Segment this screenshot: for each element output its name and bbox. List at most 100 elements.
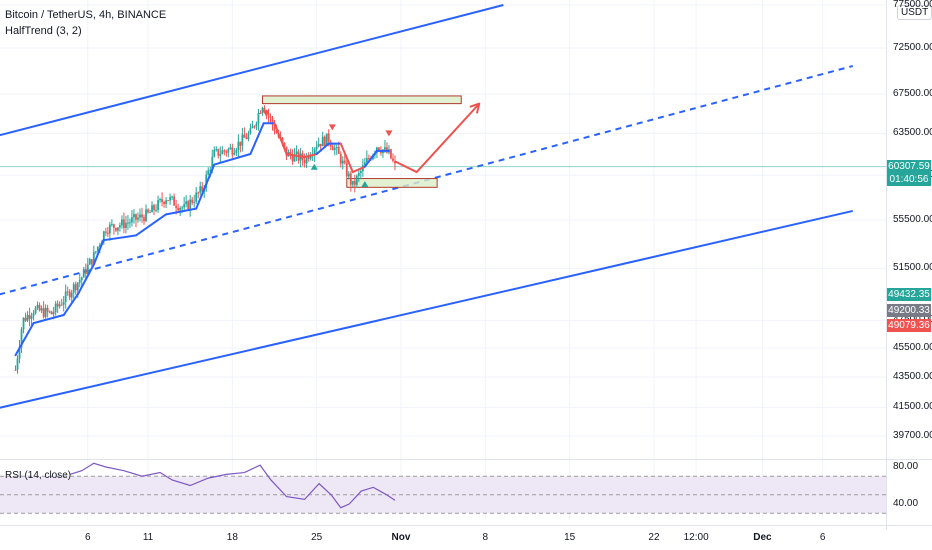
candle-body — [363, 162, 366, 166]
time-tick-label: 12:00 — [683, 532, 709, 543]
candle-body — [112, 224, 115, 228]
candle-body — [331, 146, 334, 151]
halftrend-segment — [134, 213, 168, 237]
candle-body — [271, 117, 274, 125]
candle-body — [384, 147, 386, 150]
candle-body — [145, 209, 147, 222]
candle-body — [261, 107, 264, 114]
time-tick-label: 22 — [648, 532, 660, 543]
candle-body — [213, 149, 216, 157]
candle-body — [56, 303, 59, 307]
candle-body — [36, 304, 39, 309]
price-tick-label: 55500.00 — [893, 214, 932, 226]
symbol-title[interactable]: Bitcoin / TetherUS, 4h, BINANCE — [5, 9, 167, 21]
candle-body — [257, 113, 260, 124]
candle-body — [291, 155, 294, 162]
candle-body — [255, 123, 258, 127]
candle-body — [123, 219, 125, 229]
halftrend-segment — [303, 152, 318, 159]
candle-body — [209, 169, 212, 171]
candle-body — [337, 147, 340, 154]
candle-body — [64, 291, 67, 302]
candle-body — [153, 205, 155, 210]
candle-body — [30, 316, 33, 319]
candle-body — [127, 222, 129, 224]
candle-body — [68, 291, 71, 298]
candle-body — [367, 158, 370, 160]
candle-body — [119, 225, 121, 228]
candle-body — [149, 212, 151, 214]
candle-body — [48, 311, 51, 313]
grid — [0, 0, 886, 520]
projection-path — [394, 102, 481, 174]
price-tick-label: 41500.00 — [893, 401, 932, 413]
channel-line-lower — [0, 209, 853, 409]
candle-body — [351, 181, 354, 185]
candle-body — [380, 150, 382, 154]
candle-body — [44, 307, 47, 317]
candle-body — [58, 304, 61, 307]
candle-body — [76, 282, 79, 291]
halftrend-segment — [339, 142, 354, 174]
candles — [14, 105, 396, 374]
candle-body — [84, 268, 87, 275]
candle-body — [52, 312, 55, 315]
price-tag-green: 49432.35 — [887, 288, 931, 301]
support-zone — [346, 178, 438, 188]
candle-body — [173, 196, 176, 206]
candle-body — [219, 154, 222, 156]
candle-body — [215, 148, 218, 150]
candle-body — [251, 126, 254, 129]
price-tag-value: 49432.35 — [888, 289, 930, 300]
price-tag-last: 60307.59 01:40:56 — [887, 159, 931, 186]
candle-body — [106, 232, 109, 234]
price-tick-label: 72500.00 — [893, 41, 932, 53]
rsi-legend[interactable]: RSI (14, close) — [5, 470, 72, 481]
candle-body — [16, 358, 19, 370]
time-tick-label: 18 — [226, 532, 238, 543]
channel-line-middle — [0, 65, 854, 296]
halftrend-segment — [62, 292, 80, 317]
candle-body — [102, 231, 105, 242]
candle-body — [88, 259, 91, 265]
candle-body — [161, 199, 163, 203]
candle-body — [319, 143, 322, 147]
halftrend-segment — [14, 322, 35, 357]
candle-body — [199, 186, 202, 193]
candle-body — [253, 126, 256, 128]
candle-body — [86, 264, 89, 275]
candle-body — [147, 209, 149, 213]
halftrend-segment — [92, 239, 105, 266]
candle-body — [237, 141, 240, 151]
candle-body — [307, 155, 310, 159]
price-tag-value: 49200.33 — [888, 305, 930, 316]
candle-body — [92, 252, 95, 265]
candle-body — [78, 280, 81, 283]
candle-body — [343, 160, 346, 163]
candle-body — [390, 149, 392, 159]
candle-body — [22, 317, 25, 330]
candle-body — [110, 224, 113, 226]
candle-body — [341, 160, 344, 164]
candle-body — [281, 137, 284, 143]
candle-body — [323, 136, 326, 146]
candle-body — [275, 131, 278, 133]
candle-body — [195, 192, 198, 202]
halftrend-legend[interactable]: HalfTrend (3, 2) — [5, 25, 82, 37]
signal-buy-icon — [310, 163, 318, 170]
candle-body — [267, 112, 270, 117]
halftrend-segment — [213, 152, 252, 166]
candle-body — [245, 137, 248, 139]
candle-body — [129, 222, 131, 224]
candle-body — [333, 148, 336, 151]
candle-body — [70, 292, 73, 298]
candle-body — [227, 149, 230, 153]
candle-body — [141, 214, 143, 218]
halftrend-segment — [285, 152, 306, 159]
candle-body — [355, 175, 358, 185]
candle-body — [171, 196, 174, 198]
time-tick-label: Dec — [753, 532, 772, 543]
signal-sell-icon — [262, 110, 270, 117]
